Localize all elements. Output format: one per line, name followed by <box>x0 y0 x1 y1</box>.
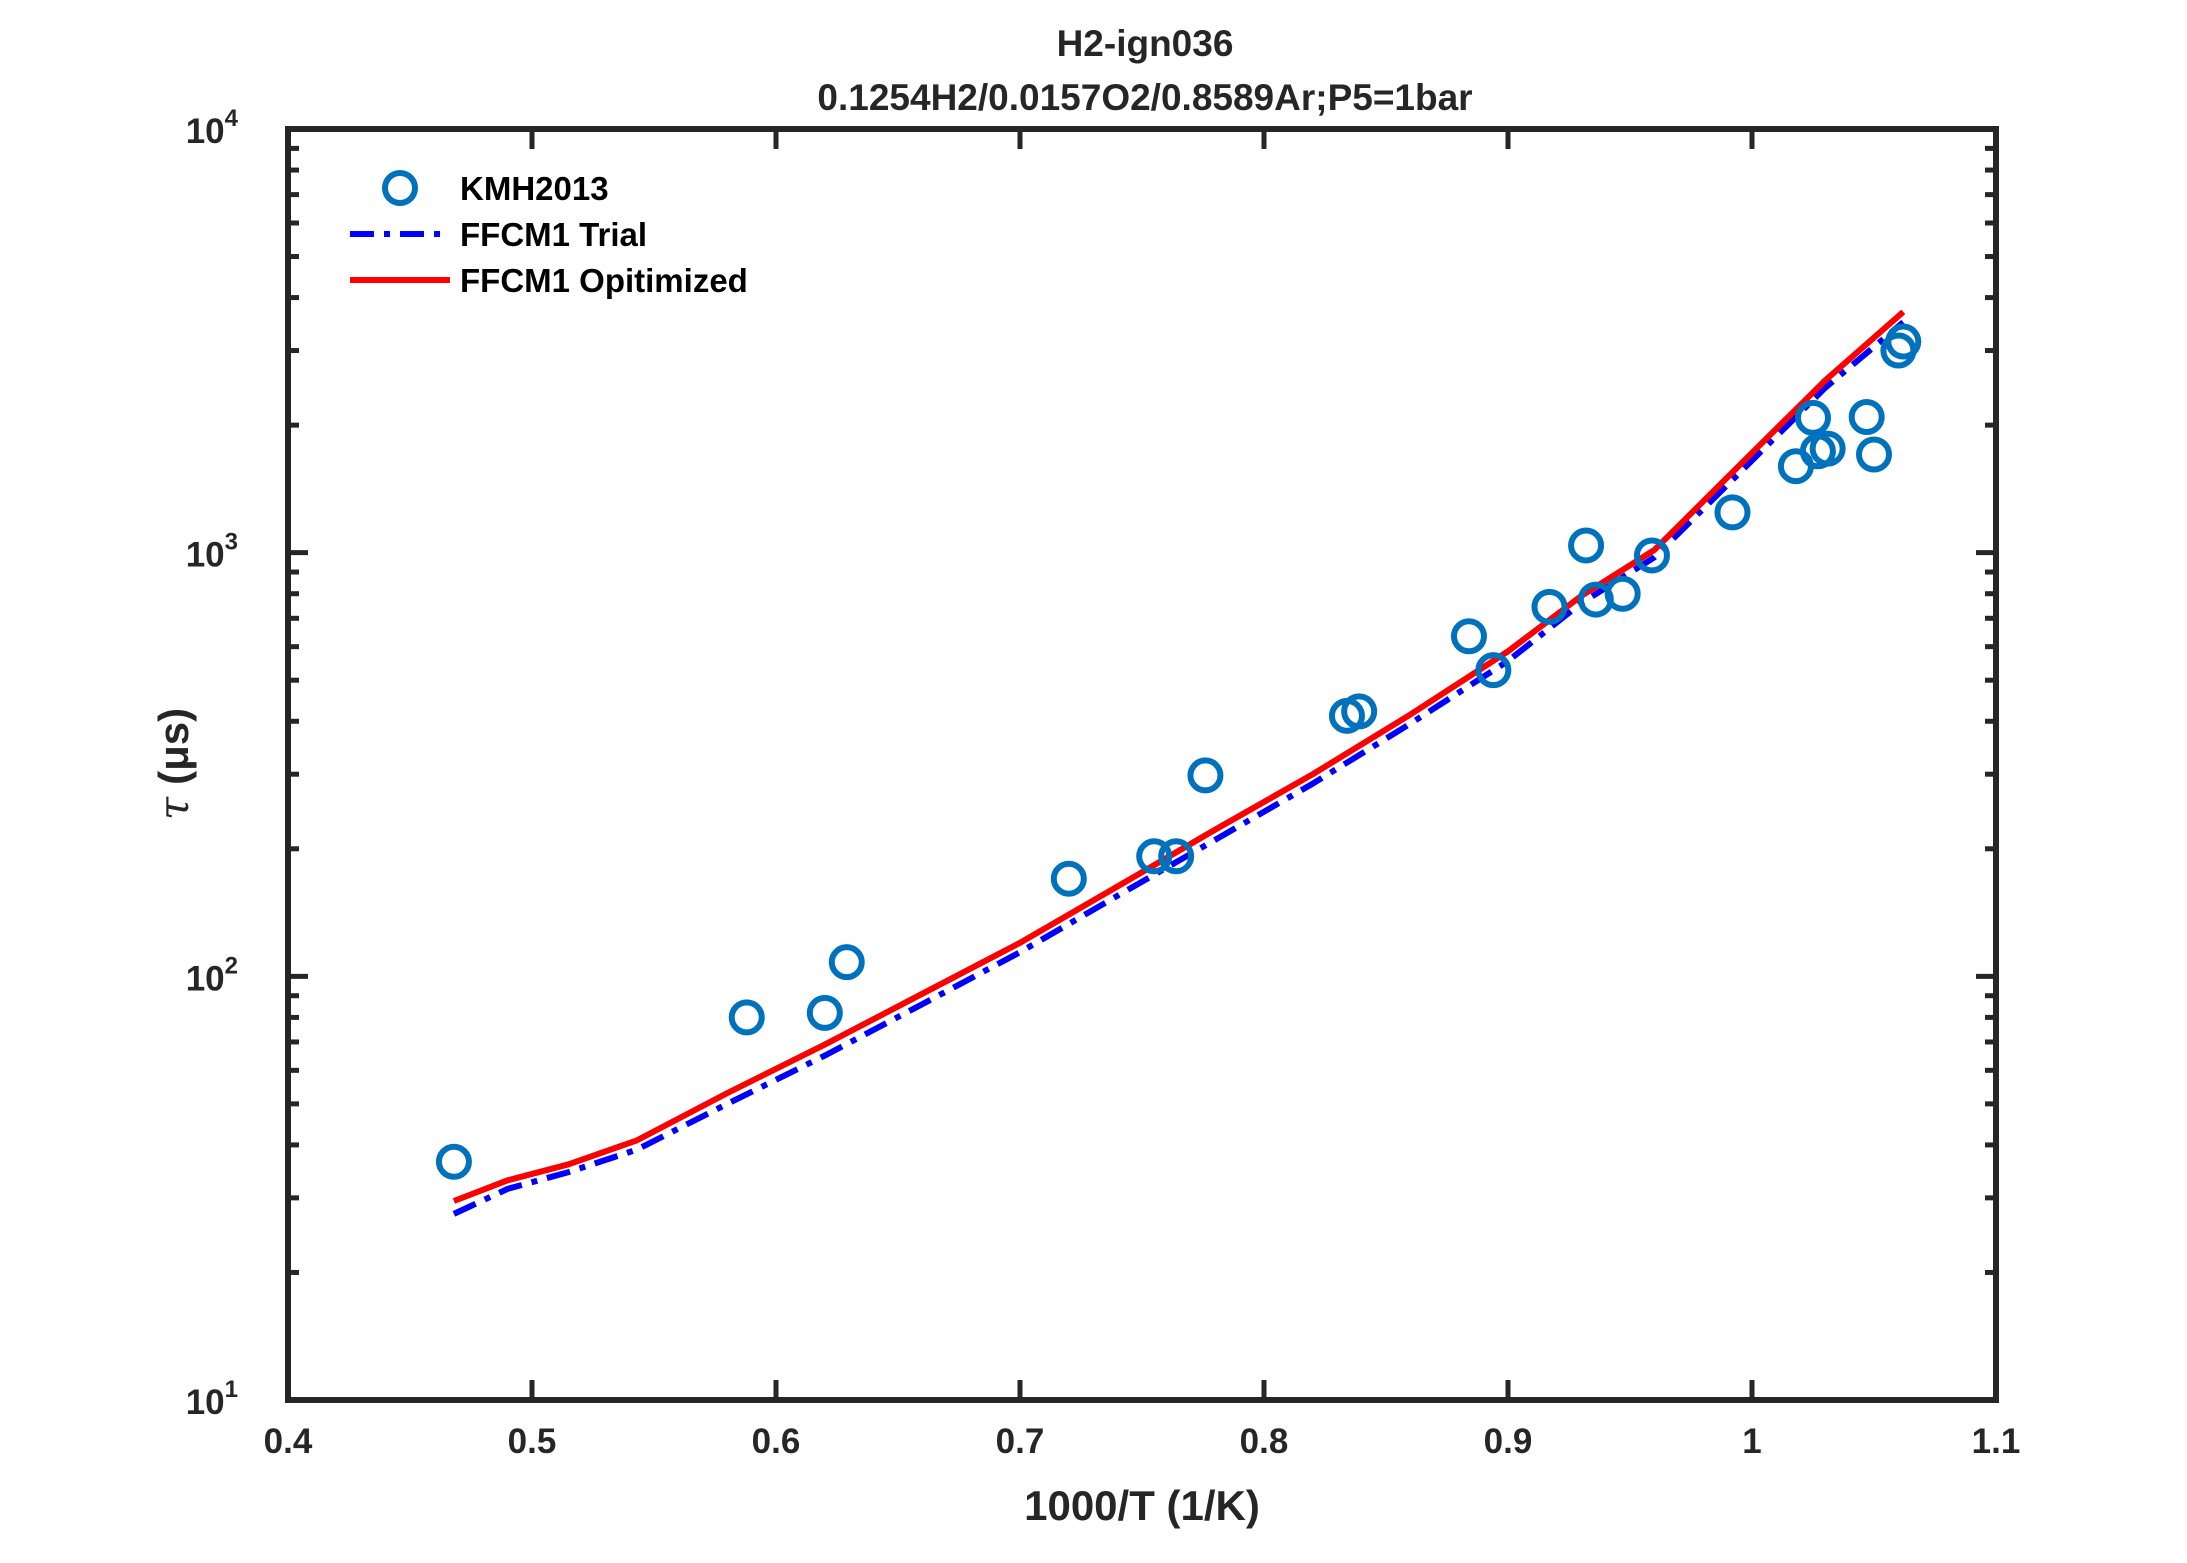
y-axis-label: τ (μs) <box>149 708 198 820</box>
data-point <box>806 994 843 1031</box>
x-tick-label: 1.1 <box>1972 1422 2021 1461</box>
y-axis-label-symbol: τ <box>149 796 198 820</box>
data-point <box>1604 575 1641 612</box>
data-point <box>1136 838 1173 875</box>
data-point <box>728 999 765 1036</box>
x-tick-label: 0.5 <box>508 1422 557 1461</box>
y-tick-label: 101 <box>186 1376 238 1422</box>
x-tick-label: 0.6 <box>752 1422 801 1461</box>
chart-title: H2-ign036 <box>1057 23 1234 64</box>
data-point <box>1531 588 1568 625</box>
x-tick-label: 1 <box>1742 1422 1761 1461</box>
data-point <box>1885 323 1922 360</box>
data-point <box>1848 399 1885 436</box>
data-point <box>1158 838 1195 875</box>
x-axis-label: 1000/T (1/K) <box>1024 1482 1260 1529</box>
legend-marker <box>382 170 418 206</box>
data-point <box>1795 399 1831 436</box>
y-tick-label: 102 <box>186 952 238 998</box>
data-point <box>1475 652 1512 689</box>
y-tick-label: 103 <box>186 529 238 575</box>
x-tick-label: 0.9 <box>1484 1422 1533 1461</box>
axes-box <box>285 126 1999 1403</box>
x-tick-label: 0.8 <box>1240 1422 1289 1461</box>
data-point <box>1187 757 1224 794</box>
y-tick-label-exponent: 2 <box>225 952 238 979</box>
y-tick-label-base: 10 <box>186 959 225 998</box>
y-tick-label-exponent: 1 <box>225 1376 238 1403</box>
y-tick-label-exponent: 4 <box>225 105 239 132</box>
data-layer <box>435 309 1922 1217</box>
y-tick-label-base: 10 <box>186 536 225 575</box>
data-point <box>435 1143 472 1180</box>
plot-area <box>288 129 1996 1400</box>
y-axis-label-unit: (μs) <box>150 708 197 785</box>
legend-label: FFCM1 Trial <box>460 216 647 253</box>
data-point <box>1633 537 1670 574</box>
chart-subtitle: 0.1254H2/0.0157O2/0.8589Ar;P5=1bar <box>817 77 1472 118</box>
legend-label: KMH2013 <box>460 170 609 207</box>
y-tick-label-exponent: 3 <box>225 529 238 556</box>
y-tick-label-base: 10 <box>186 112 225 151</box>
data-point <box>1341 693 1378 730</box>
data-point <box>1809 430 1846 467</box>
data-point <box>1050 860 1087 897</box>
data-point <box>828 944 865 981</box>
x-tick-label: 0.4 <box>264 1422 313 1461</box>
data-point <box>1714 494 1751 531</box>
y-tick-label: 104 <box>186 105 239 151</box>
x-tick-label: 0.7 <box>996 1422 1045 1461</box>
legend: KMH2013 FFCM1 Trial FFCM1 Opitimized <box>350 170 748 299</box>
data-point <box>1568 527 1605 564</box>
legend-label: FFCM1 Opitimized <box>460 262 748 299</box>
data-point <box>1450 618 1487 655</box>
data-point <box>1856 436 1892 473</box>
y-tick-label-base: 10 <box>186 1383 225 1422</box>
